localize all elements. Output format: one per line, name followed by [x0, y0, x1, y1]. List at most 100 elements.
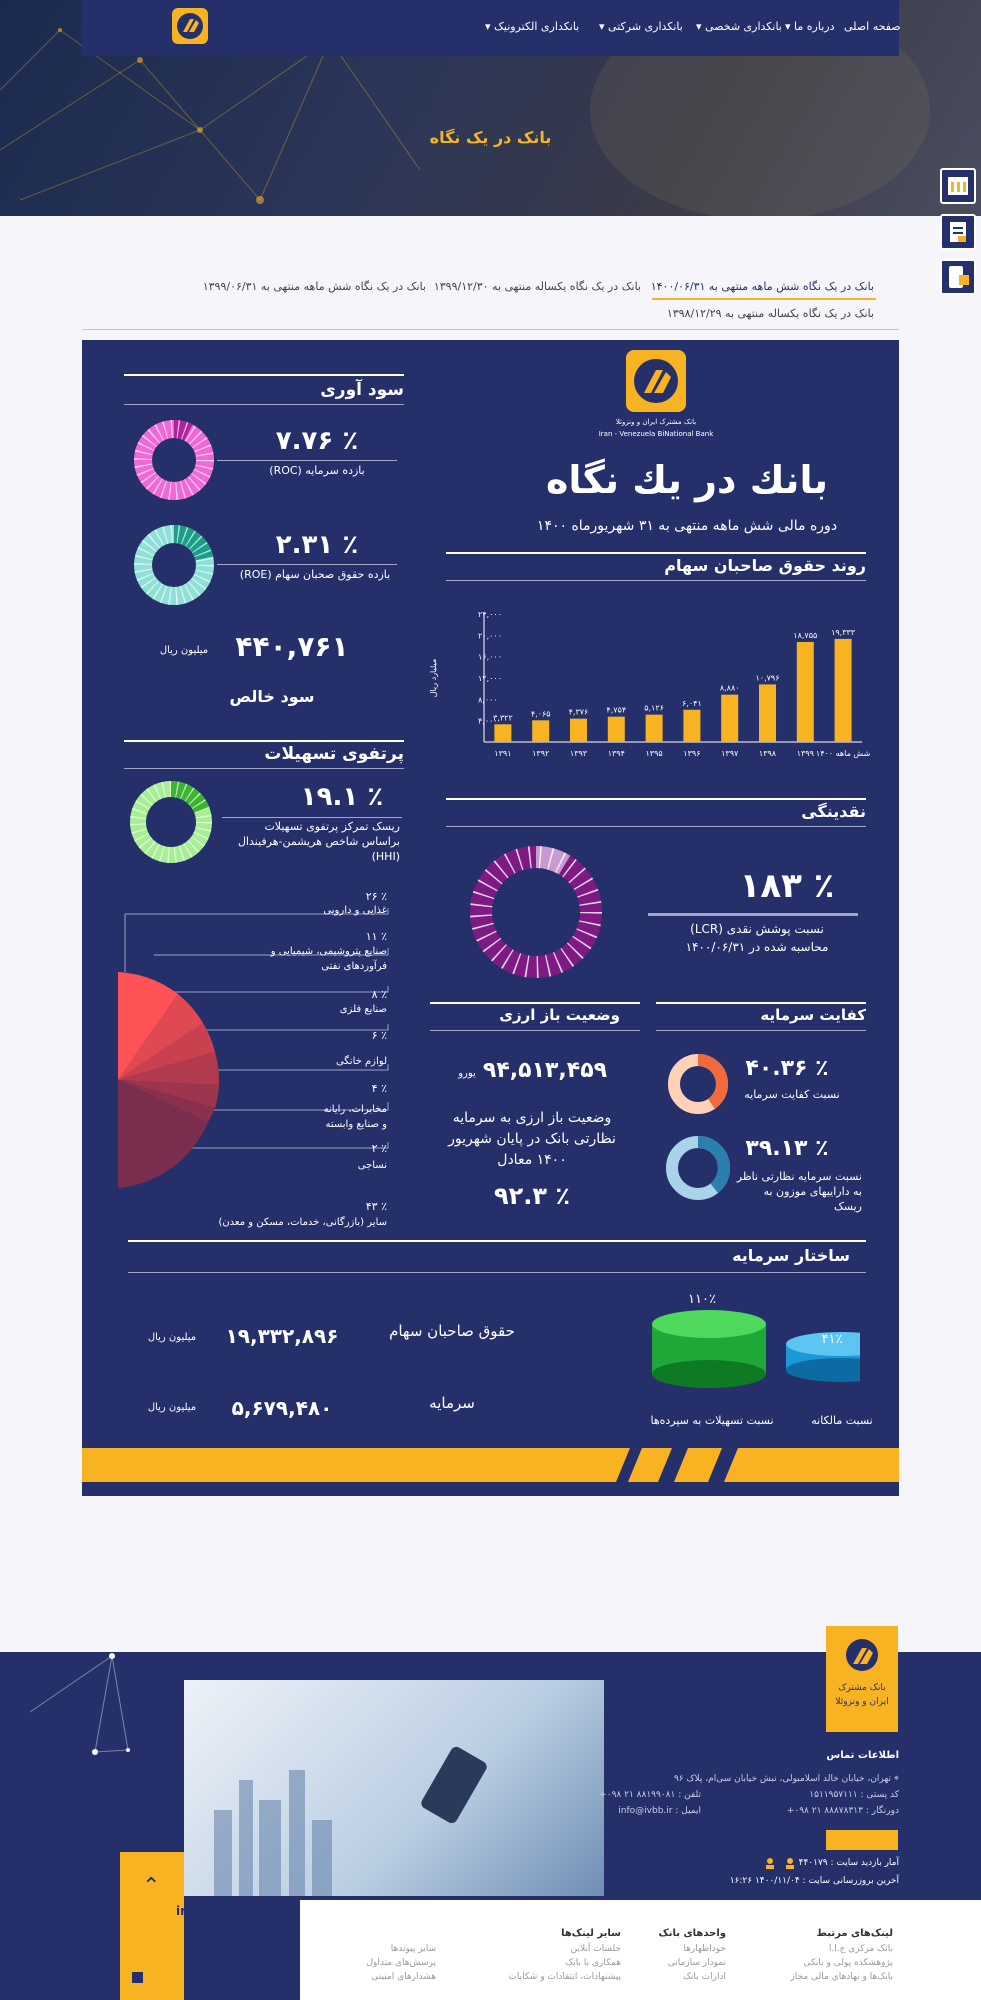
lcr-label-1: نسبت پوشش نقدی (LCR)	[690, 922, 824, 936]
other-link-2[interactable]: همکاری با بانک	[565, 1958, 621, 1968]
nav-corporate-banking[interactable]: بانکداری شرکتی ▾	[599, 20, 683, 33]
more-link-1[interactable]: سایر پیوندها	[390, 1944, 436, 1954]
capital-structure-cylinders	[652, 1310, 860, 1388]
net-profit-unit: میلیون ریال	[159, 645, 209, 656]
equity-value: ۱۹,۳۳۲,۸۹۶	[225, 1324, 339, 1348]
x-tick-label: شش ماهه ۱۴۰۰	[816, 749, 871, 758]
bar-value-label: ۱۹,۳۳۳	[831, 628, 856, 637]
profit-heading: سود آوری	[320, 380, 404, 400]
y-axis-label: میلیارد ریال	[429, 659, 438, 698]
footer-brand-name: بانک مشترک ایران و ونزوئلا	[835, 1683, 889, 1707]
capital-heading: کفایت سرمایه	[760, 1006, 866, 1024]
network-decoration	[29, 1653, 130, 1755]
main-title: بانك در يك نگاه	[546, 458, 828, 502]
nav-personal-banking[interactable]: بانکداری شخصی ▾	[696, 20, 782, 33]
portfolio-heading: پرتفوی تسهیلات	[264, 744, 404, 764]
sector-1-label: غذایی و دارویی	[323, 905, 387, 916]
sector-2-label-2: فرآوردهای نفتی	[321, 961, 387, 972]
decorative-yellow-stripes	[82, 1448, 899, 1482]
chevron-down-icon: ▾	[785, 20, 791, 33]
related-link-3[interactable]: بانک‌ها و نهادهای مالی مجاز	[790, 1972, 893, 1982]
period-subtitle: دوره مالی شش ماهه منتهی به ۳۱ شهریورماه …	[536, 518, 838, 534]
other-link-1[interactable]: جلسات آنلاین	[570, 1944, 621, 1954]
hero-banner: صفحه اصلی درباره ما ▾ بانکداری شخصی ▾ با…	[0, 0, 981, 216]
tab-1400-06[interactable]: بانک در یک نگاه شش ماهه منتهی به ۱۴۰۰/۰۶…	[650, 280, 874, 293]
nav-about[interactable]: درباره ما ▾	[785, 20, 835, 33]
units-link-2[interactable]: نمودار سازمانی	[667, 1958, 726, 1968]
location-icon: ⌖	[891, 1774, 899, 1784]
other-link-3[interactable]: پیشنهادات، انتقادات و شکایات	[508, 1972, 621, 1982]
structure-heading: ساختار سرمایه	[732, 1246, 850, 1265]
more-link-2[interactable]: پرسش‌های متداول	[366, 1958, 436, 1968]
sector-1-pct: ٪ ۲۶	[365, 890, 387, 903]
bar-value-label: ۴,۳۷۶	[569, 708, 589, 717]
document-icon	[950, 222, 966, 242]
footer-address: ⌖ تهران، خیابان خالد اسلامبولی، نبش خیاب…	[673, 1774, 899, 1784]
more-link-3[interactable]: هشدارهای امنیتی	[371, 1972, 436, 1982]
liquidity-heading: نقدینگی	[801, 802, 866, 821]
scroll-top-arrow-icon[interactable]: ⌃	[142, 1874, 161, 1899]
related-link-1[interactable]: بانک مرکزی ج.ا.ا	[828, 1944, 893, 1954]
bar-value-label: ۴,۰۶۵	[531, 709, 551, 718]
sector-6-pct: ٪ ۲	[371, 1142, 387, 1155]
profit-rule	[124, 404, 404, 405]
tab-1399-06[interactable]: بانک در یک نگاه شش ماهه منتهی به ۱۳۹۹/۰۶…	[202, 280, 426, 293]
sector-7-pct: ٪ ۴۳	[365, 1200, 387, 1213]
tab-1399-12[interactable]: بانک در یک نگاه یکساله منتهی به ۱۳۹۹/۱۲/…	[433, 280, 641, 293]
equity-bar	[569, 718, 588, 742]
capital-unit: میلیون ریال	[147, 1402, 197, 1413]
units-link-1[interactable]: خوداظهارها	[683, 1944, 726, 1954]
hhi-label-2: براساس شاخص هریشمن-هرفیندال	[237, 835, 400, 848]
footer-yellow-button[interactable]	[826, 1830, 898, 1850]
y-tick-label: ۴,۰۰۰	[478, 717, 498, 726]
bar-value-label: ۵,۱۲۶	[644, 704, 664, 713]
side-bank-icon-button[interactable]	[940, 168, 976, 204]
related-link-2[interactable]: پژوهشکده پولی و بانکی	[803, 1958, 893, 1968]
capital-top-rule	[656, 1002, 866, 1004]
lcr-donut-chart	[470, 846, 602, 978]
tab-1398-12[interactable]: بانک در یک نگاه یکساله منتهی به ۱۳۹۸/۱۲/…	[666, 307, 874, 320]
car-label: نسبت کفایت سرمایه	[744, 1088, 840, 1101]
net-profit-label: سود خالص	[229, 687, 315, 706]
nav-home[interactable]: صفحه اصلی	[844, 20, 901, 33]
fx-amount: ۹۴,۵۱۳,۴۵۹	[482, 1058, 608, 1083]
y-tick-label: ۱۲,۰۰۰	[478, 674, 502, 683]
tier-label-1: نسبت سرمایه نظارتی ناظر	[736, 1170, 862, 1183]
tier-value: ٪ ۳۹.۱۳	[745, 1136, 829, 1161]
equity-bar	[645, 714, 663, 742]
loan-ratio-value: ۱۱۰٪	[688, 1292, 716, 1307]
loan-sector-pie-chart	[118, 908, 389, 1188]
side-document-icon-button[interactable]	[940, 214, 976, 250]
nav-electronic-banking[interactable]: بانکداری الکترونیک ▾	[485, 20, 580, 33]
footer-yellow-column: ⌃	[120, 1852, 184, 2000]
x-tick-label: ۱۳۹۸	[759, 749, 777, 758]
equity-bar	[721, 694, 739, 742]
bar-value-label: ۱۸,۷۵۵	[793, 631, 817, 640]
hhi-value: ٪ ۱۹.۱	[300, 782, 384, 812]
units-link-3[interactable]: ادارات بانک	[683, 1972, 726, 1982]
equity-bar	[834, 638, 852, 742]
x-tick-label: ۱۳۹۱	[494, 749, 511, 758]
lcr-label-2: محاسبه شده در ۱۴۰۰/۰۶/۳۱	[685, 940, 829, 954]
x-tick-label: ۱۳۹۳	[570, 749, 588, 758]
instagram-icon[interactable]	[228, 1920, 240, 1932]
x-tick-label: ۱۳۹۵	[646, 749, 663, 758]
footer-visits: آمار بازدید سایت : ۴۴۰۱۷۹	[798, 1858, 899, 1868]
side-app-icon-button[interactable]	[940, 259, 976, 295]
footer-phone: تلفن : ۸۸۱۹۹۰۸۱ ۲۱ ۰۹۸+	[599, 1790, 701, 1800]
site-footer: بانک مشترک ایران و ونزوئلا اطلاعات تماس …	[0, 1626, 981, 2000]
lcr-value: ٪ ۱۸۳	[739, 866, 835, 906]
equity-bar	[607, 716, 625, 742]
x-tick-label: ۱۳۹۷	[721, 749, 739, 758]
structure-top-rule	[128, 1240, 866, 1242]
bar-value-label: ۳,۳۲۲	[493, 713, 513, 722]
fx-heading: وضعیت باز ارزی	[499, 1006, 620, 1024]
hhi-donut-chart	[130, 781, 212, 863]
roe-donut-chart	[134, 525, 214, 605]
bank-building-icon	[948, 177, 968, 195]
linkedin-icon[interactable]: in	[176, 1904, 189, 1918]
fx-ratio: ٪ ۹۲.۳	[493, 1182, 571, 1210]
bank-logo[interactable]	[172, 8, 208, 44]
footer-email[interactable]: ایمیل : info@ivbb.ir	[618, 1806, 701, 1816]
fx-desc-2: نظارتی بانک در پایان شهریور	[448, 1131, 616, 1147]
